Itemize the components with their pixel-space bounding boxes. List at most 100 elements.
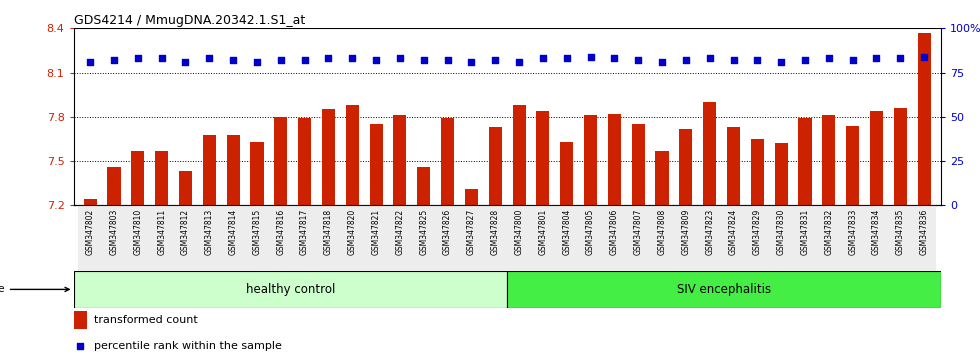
Point [82, 59, 98, 65]
Bar [346, 105, 359, 205]
Bar [131, 151, 144, 205]
Text: SIV encephalitis: SIV encephalitis [677, 283, 771, 296]
Point [583, 54, 599, 59]
Text: GSM347833: GSM347833 [848, 209, 858, 255]
Bar [584, 115, 597, 205]
Bar [698, 205, 721, 271]
Bar [841, 205, 864, 271]
Text: GSM347832: GSM347832 [824, 209, 833, 255]
Text: GSM347826: GSM347826 [443, 209, 452, 255]
Bar [78, 205, 102, 271]
Text: GSM347824: GSM347824 [729, 209, 738, 255]
Bar [465, 189, 478, 205]
Point [344, 56, 360, 61]
Bar [489, 127, 502, 205]
Bar [321, 109, 335, 205]
Bar [483, 205, 508, 271]
Text: GSM347822: GSM347822 [395, 209, 405, 255]
Bar [531, 205, 555, 271]
Bar [608, 114, 621, 205]
Bar [769, 205, 793, 271]
Text: GSM347815: GSM347815 [253, 209, 262, 255]
Bar [650, 205, 674, 271]
Point [868, 56, 884, 61]
Bar [508, 205, 531, 271]
Bar [436, 205, 460, 271]
Text: GSM347835: GSM347835 [896, 209, 905, 255]
Bar [703, 102, 716, 205]
Point [702, 56, 717, 61]
Bar [917, 33, 931, 205]
Point [297, 57, 313, 63]
Text: GSM347801: GSM347801 [538, 209, 548, 255]
Bar [727, 127, 740, 205]
Text: GSM347806: GSM347806 [610, 209, 619, 255]
Point [273, 57, 289, 63]
Text: GSM347828: GSM347828 [491, 209, 500, 255]
Bar [251, 142, 264, 205]
Point [797, 57, 812, 63]
Point [130, 56, 146, 61]
Point [368, 57, 384, 63]
Bar [870, 111, 883, 205]
Bar [817, 205, 841, 271]
Bar [369, 124, 382, 205]
Bar [417, 167, 430, 205]
Point [320, 56, 336, 61]
Point [225, 57, 241, 63]
Text: GDS4214 / MmugDNA.20342.1.S1_at: GDS4214 / MmugDNA.20342.1.S1_at [74, 14, 305, 27]
Point [630, 57, 646, 63]
Point [154, 56, 170, 61]
Bar [203, 135, 216, 205]
Bar [155, 151, 169, 205]
Point [106, 57, 122, 63]
Text: GSM347818: GSM347818 [324, 209, 333, 255]
Bar [578, 205, 603, 271]
Text: GSM347800: GSM347800 [514, 209, 523, 255]
Point [202, 56, 218, 61]
Text: GSM347823: GSM347823 [706, 209, 714, 255]
Point [821, 56, 837, 61]
Bar [656, 151, 668, 205]
Bar [74, 271, 508, 308]
Text: GSM347831: GSM347831 [801, 209, 809, 255]
Bar [108, 167, 121, 205]
Text: GSM347827: GSM347827 [466, 209, 476, 255]
Bar [293, 205, 317, 271]
Bar [274, 117, 287, 205]
Bar [393, 115, 407, 205]
Bar [746, 205, 769, 271]
Text: percentile rank within the sample: percentile rank within the sample [94, 341, 282, 351]
Bar [889, 205, 912, 271]
Point [845, 57, 860, 63]
Bar [632, 124, 645, 205]
Point [249, 59, 265, 65]
Point [73, 343, 88, 349]
Bar [74, 311, 87, 329]
Text: GSM347836: GSM347836 [919, 209, 929, 255]
Bar [793, 205, 817, 271]
Bar [150, 205, 173, 271]
Bar [822, 115, 835, 205]
Bar [226, 135, 240, 205]
Bar [340, 205, 365, 271]
Point [535, 56, 551, 61]
Point [487, 57, 503, 63]
Point [177, 59, 193, 65]
Text: GSM347808: GSM347808 [658, 209, 666, 255]
Text: GSM347812: GSM347812 [181, 209, 190, 255]
Point [392, 56, 408, 61]
Bar [774, 143, 788, 205]
Bar [317, 205, 340, 271]
Point [464, 59, 479, 65]
Bar [561, 142, 573, 205]
Bar [125, 205, 150, 271]
Point [678, 57, 694, 63]
Bar [83, 199, 97, 205]
Text: GSM347825: GSM347825 [419, 209, 428, 255]
Bar [102, 205, 125, 271]
Text: GSM347821: GSM347821 [371, 209, 380, 255]
Bar [513, 105, 525, 205]
Bar [460, 205, 483, 271]
Point [655, 59, 670, 65]
